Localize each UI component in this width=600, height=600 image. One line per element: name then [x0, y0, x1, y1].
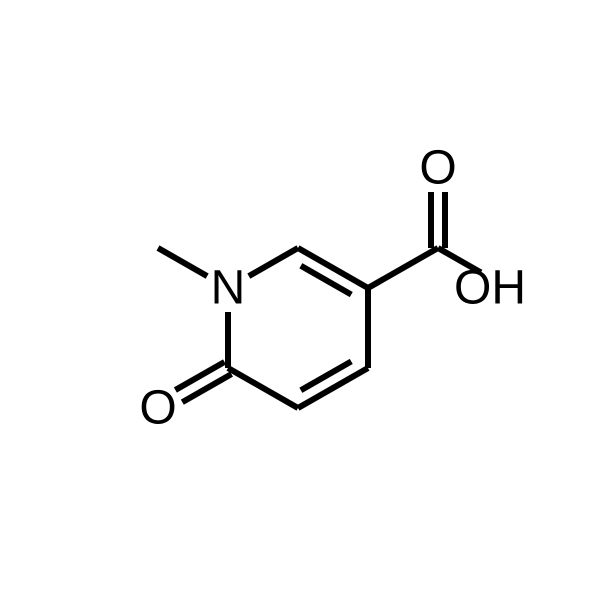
molecule-diagram: N O O OH — [0, 0, 600, 600]
atom-label: N — [211, 262, 246, 315]
atom-label: O — [419, 142, 456, 195]
atom-label: O — [139, 382, 176, 435]
atom-label: OH — [454, 262, 526, 315]
